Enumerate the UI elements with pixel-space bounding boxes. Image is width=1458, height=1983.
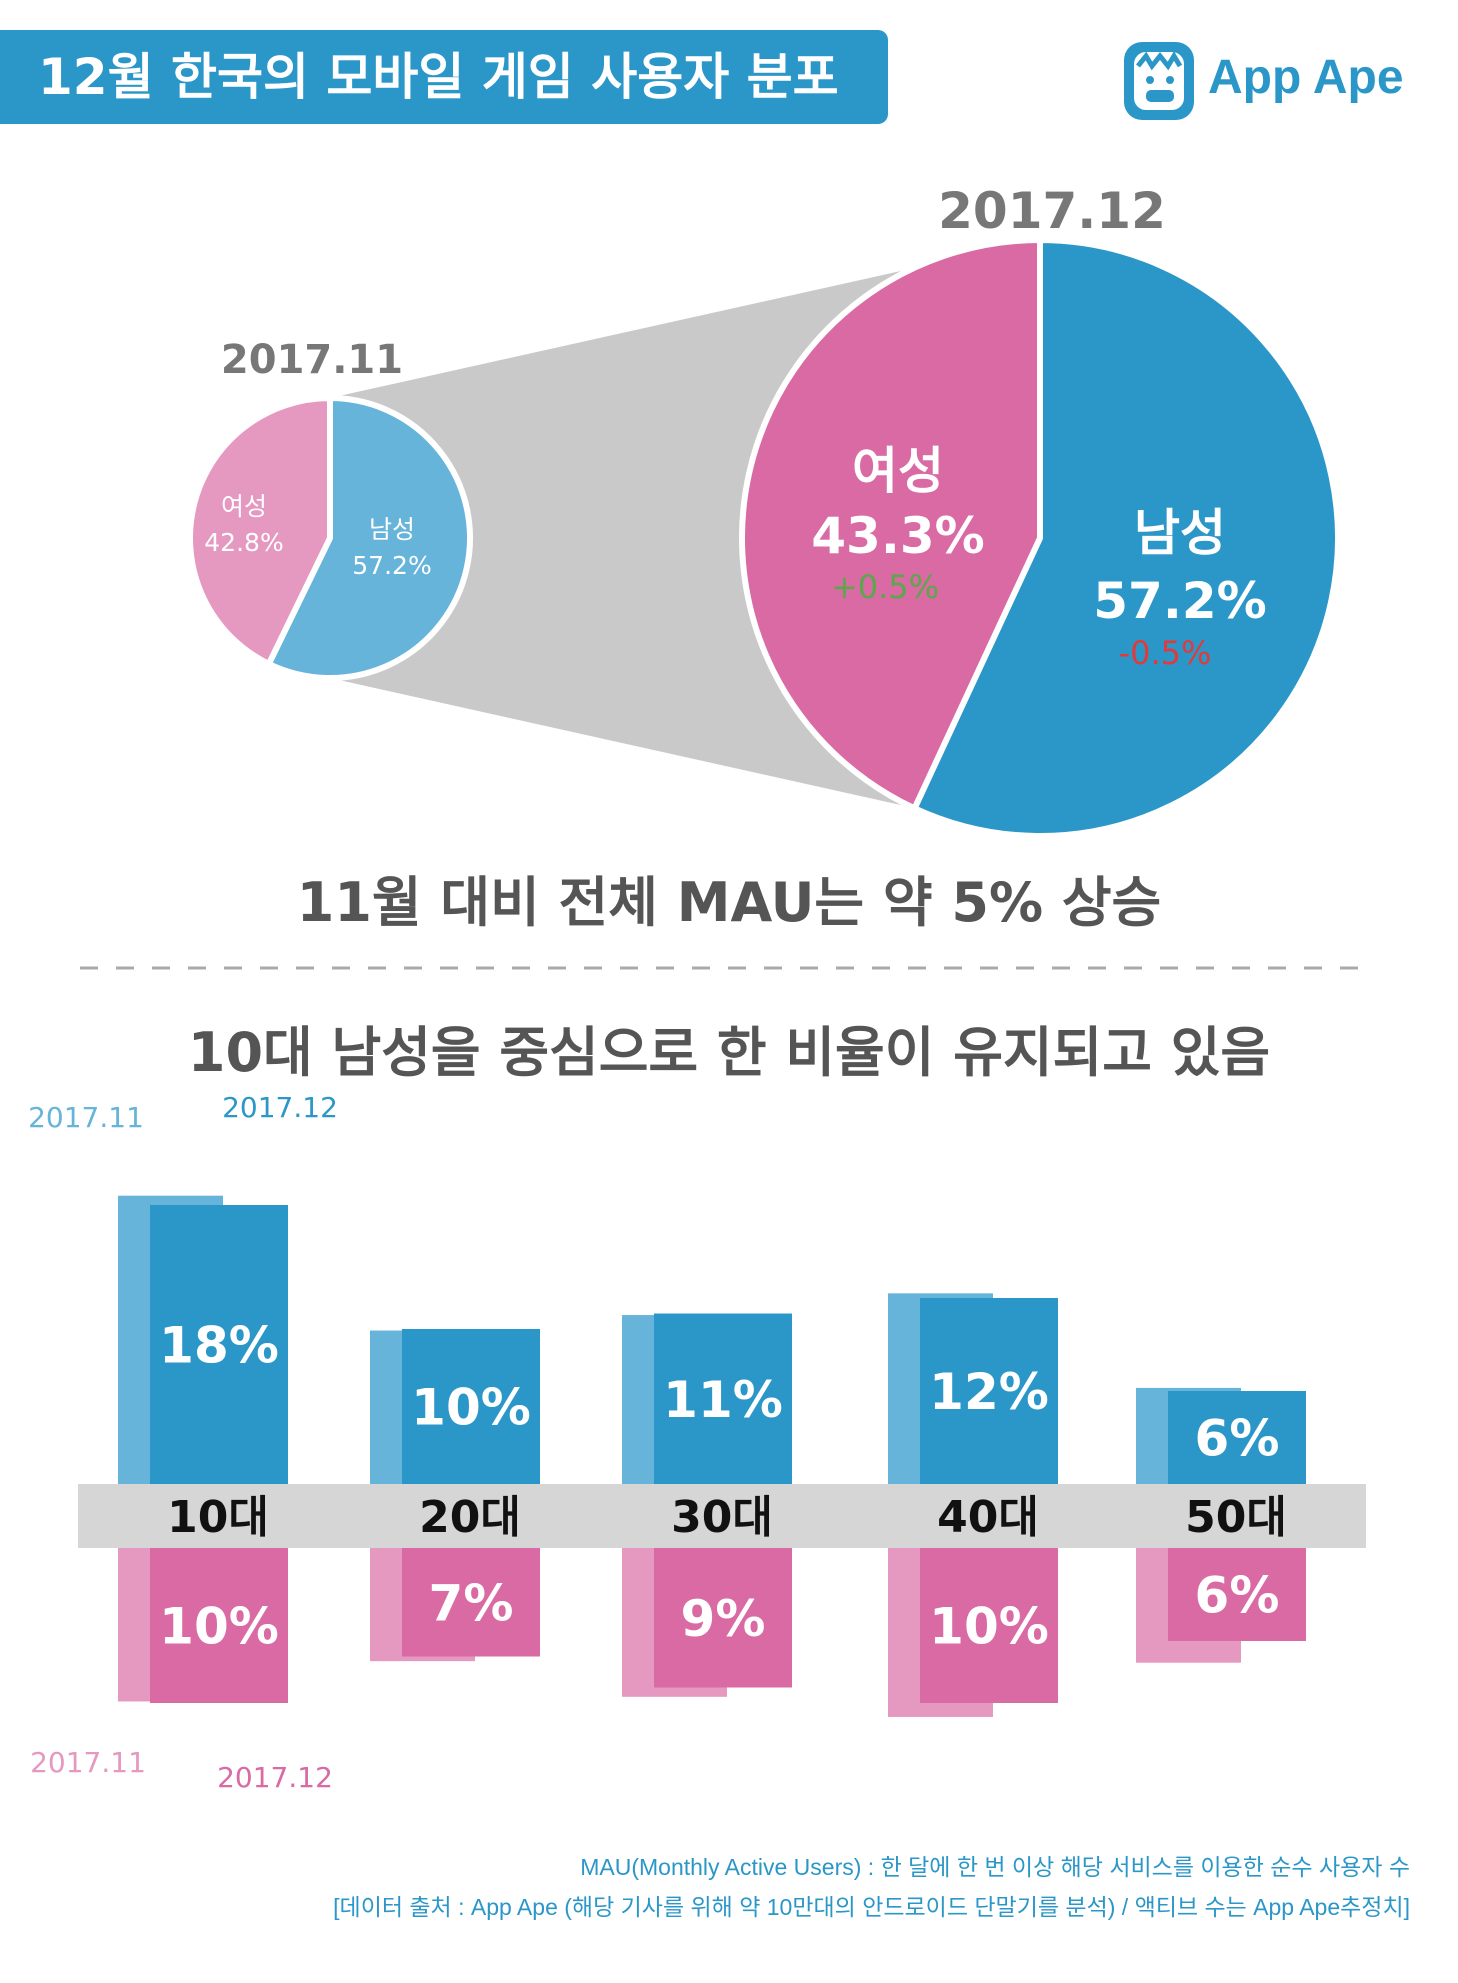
pie-dec-slice-male	[911, 237, 1341, 839]
bar-female-dec-label-50대: 6%	[1195, 1567, 1280, 1625]
bar-male-dec-40대	[920, 1298, 1058, 1484]
bar-female-dec-label-10대: 10%	[159, 1598, 279, 1656]
category-label-10대: 10대	[167, 1492, 269, 1543]
category-label-20대: 20대	[419, 1492, 521, 1543]
category-label-30대: 30대	[671, 1492, 773, 1543]
footnote-source: [데이터 출처 : App Ape (해당 기사를 위해 약 10만대의 안드로…	[333, 1894, 1410, 1920]
bar-male-dec-20대	[402, 1329, 540, 1484]
bar-male-dec-label-50대: 6%	[1195, 1410, 1280, 1468]
pie-dec-male-label: 남성	[1134, 504, 1226, 562]
pie-dec-female-label: 여성	[852, 442, 944, 500]
bar-female-dec-label-30대: 9%	[681, 1590, 766, 1648]
category-label-50대: 50대	[1185, 1492, 1287, 1543]
footnote-mau: MAU(Monthly Active Users) : 한 달에 한 번 이상 …	[580, 1854, 1410, 1880]
bar-male-dec-label-10대: 18%	[159, 1317, 279, 1375]
legend-female-nov: 2017.11	[30, 1746, 146, 1779]
summary-headline: 10대 남성을 중심으로 한 비율이 유지되고 있음	[187, 1021, 1271, 1084]
pie-nov-male-value: 57.2%	[352, 551, 431, 580]
pie-dec-male-change: -0.5%	[1119, 634, 1212, 672]
pie-dec-title: 2017.12	[938, 182, 1166, 240]
pie-nov-title: 2017.11	[221, 337, 403, 383]
bar-female-dec-30대	[654, 1548, 792, 1688]
title-banner: 12월 한국의 모바일 게임 사용자 분포	[0, 30, 888, 124]
bar-male-dec-label-20대: 10%	[411, 1379, 531, 1437]
page-title: 12월 한국의 모바일 게임 사용자 분포	[38, 48, 839, 106]
legend-female-dec: 2017.12	[217, 1761, 333, 1794]
category-label-40대: 40대	[937, 1492, 1039, 1543]
pie-nov-male-label: 남성	[369, 515, 415, 544]
legend-male-dec: 2017.12	[222, 1091, 338, 1124]
bar-male-dec-50대	[1168, 1391, 1306, 1484]
bar-male-dec-label-30대: 11%	[663, 1371, 783, 1429]
mau-headline: 11월 대비 전체 MAU는 약 5% 상승	[296, 871, 1162, 934]
pie-dec-male-value: 57.2%	[1093, 572, 1266, 630]
ape-face-icon	[1124, 42, 1194, 120]
bar-male-dec-10대	[150, 1205, 288, 1484]
pie-dec-female-change: +0.5%	[831, 568, 939, 606]
bar-female-dec-40대	[920, 1548, 1058, 1703]
bar-female-dec-label-40대: 10%	[929, 1598, 1049, 1656]
bar-female-dec-10대	[150, 1548, 288, 1703]
pie-dec-female-value: 43.3%	[811, 507, 984, 565]
age-band	[78, 1484, 1366, 1548]
legend-male-nov: 2017.11	[28, 1101, 144, 1134]
bar-female-dec-label-20대: 7%	[429, 1574, 514, 1632]
pie-nov-female-label: 여성	[221, 492, 267, 521]
bar-female-dec-50대	[1168, 1548, 1306, 1641]
pie-nov-slice-female	[187, 395, 333, 667]
pie-dec-slice-female	[739, 237, 1043, 812]
bar-male-dec-30대	[654, 1313, 792, 1484]
bar-male-dec-label-40대: 12%	[929, 1363, 1049, 1421]
app-ape-logo: App Ape	[1120, 36, 1420, 126]
pie-nov-female-value: 42.8%	[204, 528, 283, 557]
bar-female-dec-20대	[402, 1548, 540, 1657]
pie-nov-slice-male	[265, 395, 473, 681]
logo-text: App Ape	[1208, 51, 1404, 104]
